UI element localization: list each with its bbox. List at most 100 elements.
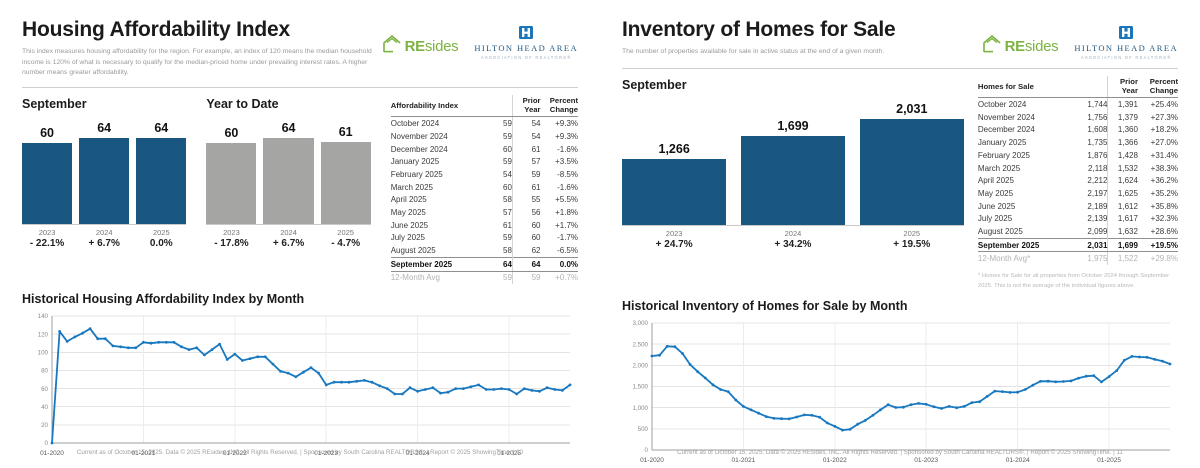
table-cell: 0.0% [540,256,578,272]
table-cell: July 2025 [390,233,425,243]
table-cell: 54 [473,168,513,181]
table-row: March 2025 2,118 1,532 +38.3% [978,161,1178,175]
bar-chart-year-to-date: Year to Date 60 64 61 2023- 17.8% 2024 + 6.7% 2… [206,95,371,249]
table-cell: +38.3% [1150,163,1178,173]
monthly-stats-table: Homes for Sale Prior Year Percent Change Oc… [977,75,1178,292]
data-point-marker [370,381,374,384]
data-point-marker [362,379,366,383]
bar-chart-september: September 1,266 1,699 2,031 2023 + 24.7% 2024 +… [622,76,964,250]
data-point-marker [1062,380,1065,383]
table-cell: +18.2% [1150,125,1178,135]
table-row: December 2024 60 61 -1.6% [391,142,578,156]
bar [136,137,187,224]
table-cell: -1.6% [557,182,578,192]
data-point-marker [81,332,84,335]
table-cell: 1,975 [1065,251,1109,266]
bar [263,137,314,224]
hilton-head-logo: HILTON HEAD AREA ASSOCIATION OF REALTORS… [1074,26,1178,60]
table-cell: 1,699 [1107,237,1138,253]
data-point-marker [993,389,997,393]
bar-column: 64 [79,119,130,224]
page-footer: Current as of October 15, 2025. Data © 2… [76,449,524,456]
table-row: November 2024 1,756 1,379 +27.3% [978,110,1178,124]
data-point-marker [286,371,290,375]
data-point-marker [1031,383,1035,387]
bar-year-label: 2023 [665,228,683,238]
bar-value-label: 64 [281,120,296,135]
table-header-row: Affordability Index Prior Year Percent Cha… [390,94,578,118]
table-cell: April 2025 [977,176,1014,186]
header-divider [22,86,578,88]
table-cell: 1,756 [1065,110,1109,124]
table-row: May 2025 2,197 1,625 +35.2% [978,187,1178,200]
table-row: January 2025 1,735 1,366 +27.0% [978,136,1178,149]
data-point-marker [218,342,222,346]
data-point-marker [195,346,199,350]
data-point-marker [711,383,715,387]
table-row: June 2025 61 60 +1.7% [391,218,578,232]
bar [22,142,73,224]
data-point-marker [545,386,549,390]
y-axis-tick-label: 40 [41,404,48,411]
data-point-marker [1016,390,1019,394]
monthly-data-table: Affordability Index Prior Year Percent Cha… [390,94,578,285]
data-point-marker [879,408,882,412]
x-axis-tick-label: 01-2022 [823,457,847,464]
table-cell: 61 [473,218,513,232]
bar-value-label: 64 [154,120,169,135]
table-cell: +9.3% [555,119,578,129]
table-cell: +36.2% [1150,176,1178,186]
table-cell: +29.8% [1150,254,1178,264]
resides-house-icon [382,34,401,53]
bar-change-label: + 19.5% [893,238,931,250]
table-cell: March 2025 [390,182,433,192]
table-cell: 1,532 [1117,163,1138,173]
bar-category: 2025 0.0% [136,228,186,249]
bar-change-label: + 6.7% [88,237,120,249]
data-point-marker [241,359,244,363]
bar-category: 2024 + 6.7% [79,228,129,249]
data-point-marker [871,413,875,417]
x-axis-tick-label: 01-2025 [1097,457,1121,464]
data-point-marker [1039,379,1042,383]
table-cell: 59 [473,155,513,169]
summary-section: September 60 64 64 2023- 22.1% 2024 + 6.7% 2025… [22,94,578,285]
data-point-marker [142,341,145,344]
table-row: April 2025 2,212 1,624 +36.2% [978,174,1178,187]
data-point-marker [726,390,730,393]
page-description: This index measures housing affordabilit… [22,48,372,77]
table-row: October 2024 59 54 +9.3% [391,116,578,130]
data-point-marker [665,344,669,348]
table-cell: 2,099 [1065,225,1109,239]
table-cell: +9.3% [555,131,578,141]
bar-value-label: 61 [338,124,353,139]
bar-category: 2025 + 19.5% [860,229,964,250]
bar-change-label: - 17.8% [214,237,249,249]
col-header-percent-change: Percent Change [1137,75,1178,99]
data-point-marker [561,389,564,393]
table-cell: February 2025 [390,169,443,179]
data-point-marker [324,383,328,387]
bar-column: 1,699 [740,100,846,225]
data-point-marker [749,408,753,412]
table-title: Affordability Index [390,94,513,118]
table-cell: +28.6% [1150,226,1178,236]
table-row: October 2024 1,744 1,391 +25.4% [978,97,1178,111]
table-cell: 1,744 [1065,97,1109,111]
data-point-marker [317,371,320,375]
data-point-marker [1122,358,1126,362]
bar [622,158,727,225]
table-cell: 57 [473,206,513,219]
data-point-marker [263,355,267,359]
table-cell: 55 [531,195,541,205]
data-point-marker [810,413,814,417]
history-line-chart: 0 20 40 60 80 100 120 140 01-2020 01-2021 01-2022 0… [22,309,578,461]
col-header-prior-year: Prior Year [512,94,541,118]
data-point-marker [1168,362,1172,366]
data-point-marker [863,419,867,422]
history-section: Historical Inventory of Homes for Sale b… [622,299,1178,468]
bar-column: 61 [320,119,371,224]
x-axis-tick-label: 01-2024 [406,450,430,457]
resides-wordmark: REsides [1004,37,1059,55]
bar-chart-september: September 60 64 64 2023- 22.1% 2024 + 6.7% 2025… [22,95,187,249]
